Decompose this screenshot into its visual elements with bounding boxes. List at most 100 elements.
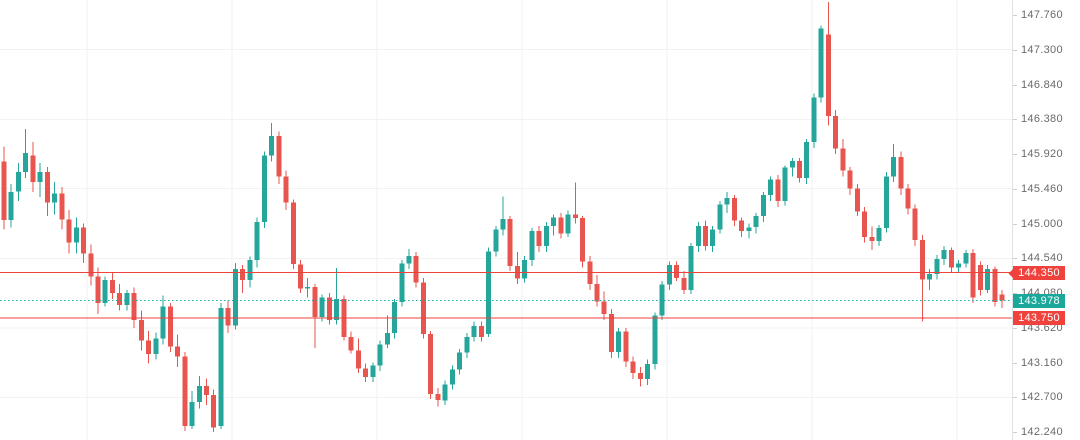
price-tick-label: 144.540 xyxy=(1013,252,1063,265)
candle xyxy=(941,246,947,265)
candle xyxy=(420,277,426,339)
candle xyxy=(666,261,672,290)
candle xyxy=(211,389,217,432)
candle xyxy=(44,166,50,216)
price-tick-label: 145.000 xyxy=(1013,217,1063,230)
candle xyxy=(319,294,325,322)
candle xyxy=(486,247,491,337)
candle xyxy=(515,252,520,284)
price-tick-label: 147.760 xyxy=(1013,9,1063,21)
candle xyxy=(355,338,361,374)
candle xyxy=(876,225,882,247)
candle xyxy=(847,166,853,195)
candle xyxy=(717,200,723,234)
candle xyxy=(768,176,774,201)
candle xyxy=(160,295,166,345)
candle xyxy=(977,261,983,296)
candle xyxy=(471,321,477,342)
candle xyxy=(919,234,925,322)
candle xyxy=(797,157,802,183)
candle xyxy=(963,249,969,268)
candle xyxy=(970,249,976,303)
candle xyxy=(189,391,195,429)
candle xyxy=(507,215,513,272)
candle xyxy=(283,170,289,210)
price-axis[interactable]: 144.350 143.978 143.750 147.760 147.300 14… xyxy=(1012,0,1080,440)
candle xyxy=(818,25,824,103)
candle xyxy=(298,259,303,293)
candle xyxy=(95,267,101,315)
candle xyxy=(659,280,665,321)
candle xyxy=(992,266,998,307)
candle xyxy=(413,252,419,288)
price-tick-label: 147.300 xyxy=(1013,43,1063,56)
gridlines xyxy=(0,0,1012,440)
candle xyxy=(204,378,209,405)
candle xyxy=(1,146,7,230)
candle xyxy=(948,247,954,273)
candle xyxy=(804,138,810,185)
candle xyxy=(326,293,332,325)
candle xyxy=(572,182,578,224)
candle xyxy=(102,276,108,307)
price-tick-label: 145.920 xyxy=(1013,148,1063,160)
candle xyxy=(435,388,441,407)
candle xyxy=(854,184,860,216)
candle xyxy=(16,163,21,201)
candle xyxy=(305,277,311,298)
candle xyxy=(934,255,940,280)
candle xyxy=(630,356,636,380)
candle xyxy=(254,217,260,268)
candle-series xyxy=(1,2,1005,432)
candle xyxy=(30,141,36,192)
candle xyxy=(8,184,14,228)
candle xyxy=(753,212,759,234)
candle xyxy=(124,290,130,311)
candle xyxy=(88,244,94,286)
candle xyxy=(956,259,962,272)
candle xyxy=(66,209,72,254)
candle xyxy=(645,359,651,386)
candle xyxy=(167,302,173,352)
support-price-badge[interactable]: 143.750 xyxy=(1013,310,1065,325)
candle xyxy=(912,204,918,247)
candle xyxy=(623,327,629,367)
candle xyxy=(218,302,224,429)
candle xyxy=(334,268,340,325)
candle xyxy=(529,228,535,266)
price-tick-label: 143.160 xyxy=(1013,356,1063,369)
candle xyxy=(449,365,455,390)
resistance-price-badge[interactable]: 144.350 xyxy=(1013,265,1065,280)
candle xyxy=(23,129,29,179)
candle xyxy=(551,214,557,236)
candle xyxy=(652,312,658,370)
candle xyxy=(883,172,889,233)
candle xyxy=(616,327,622,358)
candle xyxy=(565,210,571,238)
candle xyxy=(746,223,752,239)
candle xyxy=(724,191,730,213)
current-price-badge[interactable]: 143.978 xyxy=(1013,293,1065,308)
price-tick-label: 146.840 xyxy=(1013,78,1063,91)
candle xyxy=(862,206,868,243)
candle xyxy=(312,283,318,349)
candle xyxy=(478,321,484,342)
candle xyxy=(182,351,188,432)
candle xyxy=(290,199,296,269)
candle xyxy=(196,376,202,409)
candle xyxy=(775,175,781,207)
candle xyxy=(543,222,549,253)
price-tick-label: 145.460 xyxy=(1013,182,1063,195)
candle xyxy=(782,165,788,206)
candle xyxy=(52,182,58,215)
candle xyxy=(138,310,144,351)
candlestick-chart[interactable] xyxy=(0,0,1012,440)
candle xyxy=(269,123,275,162)
candle xyxy=(536,225,542,253)
price-tick-label: 142.700 xyxy=(1013,391,1063,404)
candle xyxy=(370,362,376,383)
candle xyxy=(73,217,79,254)
candle xyxy=(464,333,470,358)
candle xyxy=(811,93,817,148)
candle xyxy=(225,300,231,333)
